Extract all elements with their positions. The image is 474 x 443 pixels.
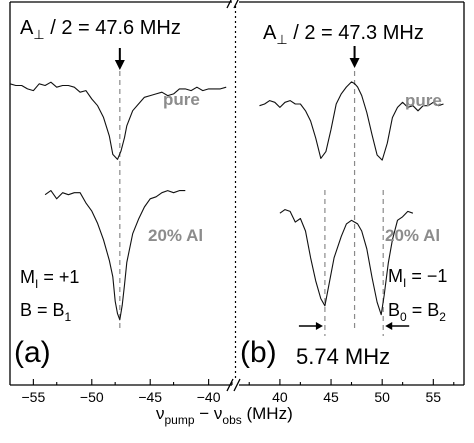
trace-a-al bbox=[44, 190, 186, 321]
x-tick-label: −50 bbox=[80, 389, 104, 405]
splitting-arrows bbox=[298, 322, 410, 330]
resonance-arrow-a bbox=[114, 48, 125, 70]
x-tick-label: −45 bbox=[138, 389, 162, 405]
x-tick-label: 50 bbox=[374, 389, 390, 405]
panel-label-b: (b) bbox=[240, 336, 277, 369]
panel-label-a: (a) bbox=[14, 336, 51, 369]
x-ticks-a: −55 −50 −45 −40 bbox=[21, 379, 233, 405]
x-tick-label: −55 bbox=[21, 389, 45, 405]
b-label-a: B = B1 bbox=[20, 300, 72, 324]
splitting-label: 5.74 MHz bbox=[296, 344, 390, 369]
b-label-b: B0 = B2 bbox=[388, 300, 446, 324]
series-label-pure-a: pure bbox=[163, 90, 200, 109]
plot-frame bbox=[9, 1, 465, 386]
mi-label-b: MI = −1 bbox=[388, 266, 447, 290]
split-arrow-right-head bbox=[385, 322, 393, 330]
x-tick-label: −40 bbox=[197, 389, 221, 405]
trace-b-pure bbox=[259, 81, 444, 161]
panel-a: −55 −50 −45 −40 A⊥ / 2 = 47.6 MHz pure 20% … bbox=[9, 17, 233, 405]
split-arrow-left-head bbox=[315, 322, 323, 330]
headline-b: A⊥ / 2 = 47.3 MHz bbox=[263, 22, 424, 47]
x-tick-label: 40 bbox=[272, 389, 288, 405]
headline-a: A⊥ / 2 = 47.6 MHz bbox=[20, 17, 181, 42]
x-ticks-b: 40 45 50 55 bbox=[248, 379, 455, 405]
x-axis-label: νpump − νobs (MHz) bbox=[156, 404, 293, 427]
series-label-pure-b: pure bbox=[405, 91, 442, 110]
series-label-al-a: 20% Al bbox=[148, 226, 203, 245]
axis-break-top bbox=[226, 0, 239, 9]
mi-label-a: MI = +1 bbox=[20, 267, 79, 291]
x-tick-label: 45 bbox=[323, 389, 339, 405]
x-tick-label: 55 bbox=[426, 389, 442, 405]
panel-b: 40 45 50 55 A⊥ / 2 = 47.3 MHz pure 20% Al M… bbox=[240, 22, 455, 405]
trace-a-pure bbox=[9, 81, 227, 160]
trace-b-al bbox=[279, 209, 414, 316]
series-label-al-b: 20% Al bbox=[385, 226, 440, 245]
resonance-arrow-b bbox=[349, 46, 360, 68]
axis-break-bottom bbox=[226, 378, 241, 392]
